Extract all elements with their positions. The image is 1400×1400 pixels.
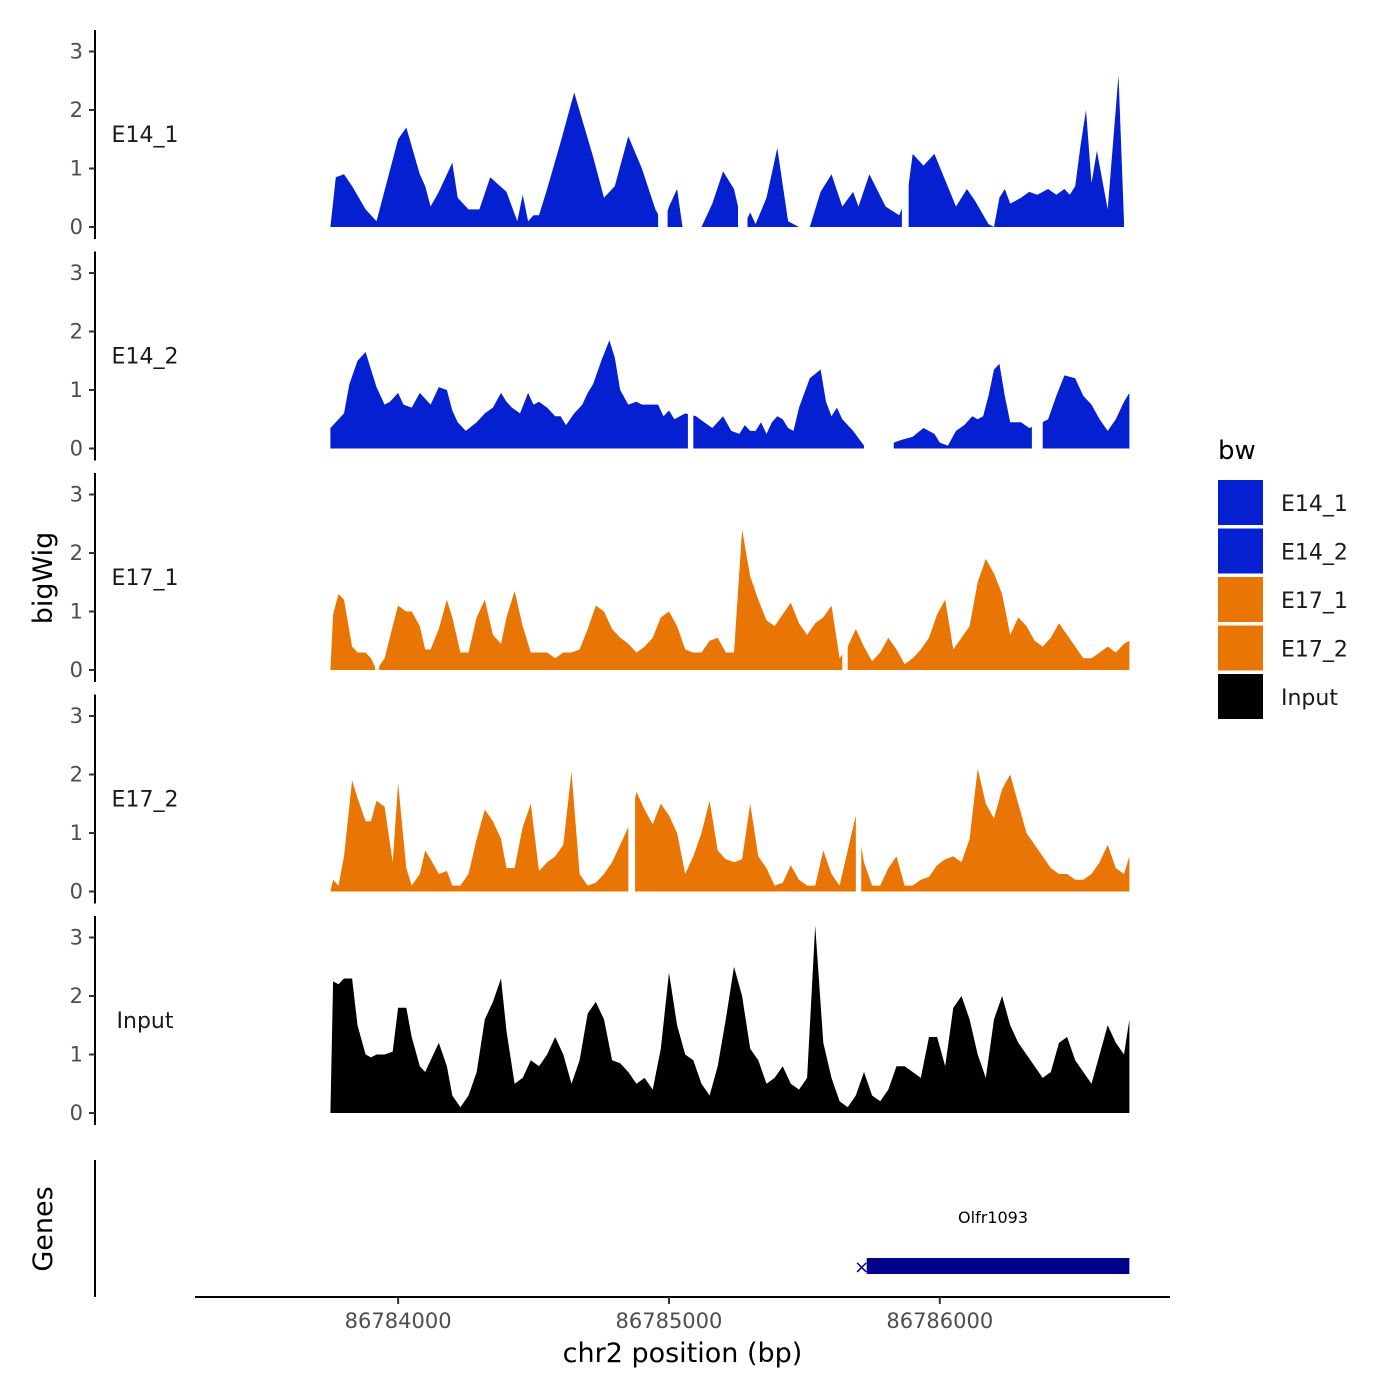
legend: bw E14_1 E14_2 E17_1 E17_2 Input — [1218, 436, 1348, 719]
y-axis-title: bigWig — [28, 532, 59, 625]
coverage-gap — [738, 30, 748, 228]
x-axis-title: chr2 position (bp) — [563, 1338, 803, 1369]
y-tick-label: 2 — [70, 984, 83, 1008]
legend-key-E14_2 — [1218, 528, 1263, 574]
y-tick-label: 3 — [70, 483, 83, 507]
legend-label-E17_2: E17_2 — [1281, 638, 1348, 663]
legend-key-Input — [1218, 674, 1263, 719]
coverage-gap — [628, 694, 636, 893]
genes-panel: Genes × • Olfr1093 — [28, 1160, 1130, 1297]
y-tick-label: 0 — [70, 880, 83, 904]
coverage-gap — [842, 473, 848, 671]
y-tick-label: 1 — [70, 157, 83, 181]
coverage-gap — [687, 251, 694, 450]
coverage-tracks: 0 1 2 3 E14_1 0 1 2 3 E14_2 0 1 2 3 E17_1 0 1 2 3 E17_2 0 1 2 3… — [70, 30, 1130, 1125]
track-label-E17_2: E17_2 — [112, 788, 179, 813]
legend-title: bw — [1218, 436, 1256, 466]
y-tick-label: 1 — [70, 378, 83, 402]
gene-bar — [866, 1258, 1130, 1274]
track-E17_2: 0 1 2 3 E17_2 — [70, 694, 1130, 904]
y-tick-label: 3 — [70, 926, 83, 950]
legend-label-E14_2: E14_2 — [1281, 541, 1348, 566]
genes-panel-label: Genes — [28, 1186, 59, 1271]
y-tick-label: 2 — [70, 763, 83, 787]
legend-label-E17_1: E17_1 — [1281, 589, 1348, 614]
coverage-area-Input — [330, 925, 1130, 1113]
gene-name-label: Olfr1093 — [958, 1208, 1028, 1227]
coverage-area-E17_1 — [330, 529, 1130, 670]
coverage-area-E17_2 — [330, 768, 1130, 892]
x-axis: chr2 position (bp) 86784000 86785000 86786… — [195, 1296, 1170, 1369]
legend-key-E17_1 — [1218, 577, 1263, 622]
y-tick-label: 2 — [70, 541, 83, 565]
y-tick-label: 1 — [70, 600, 83, 624]
coverage-gap — [658, 30, 668, 228]
legend-key-E14_1 — [1218, 480, 1263, 525]
y-tick-label: 1 — [70, 1043, 83, 1067]
y-tick-label: 3 — [70, 704, 83, 728]
coverage-area-E14_2 — [330, 340, 1130, 449]
y-tick-label: 1 — [70, 821, 83, 845]
y-tick-label: 2 — [70, 98, 83, 122]
y-tick-label: 0 — [70, 1101, 83, 1125]
track-label-E14_2: E14_2 — [112, 345, 179, 370]
gene-start-marker-icon: × — [854, 1257, 869, 1278]
x-tick-label: 86785000 — [616, 1309, 723, 1333]
y-tick-label: 0 — [70, 658, 83, 682]
coverage-area-E14_1 — [330, 74, 1124, 228]
x-tick-label: 86786000 — [886, 1309, 993, 1333]
gene-end-marker-icon: • — [1121, 1258, 1130, 1277]
legend-label-Input: Input — [1281, 686, 1338, 711]
track-E14_1: 0 1 2 3 E14_1 — [70, 30, 1124, 239]
legend-label-E14_1: E14_1 — [1281, 492, 1348, 517]
y-tick-label: 3 — [70, 40, 83, 64]
y-tick-label: 2 — [70, 320, 83, 344]
track-E17_1: 0 1 2 3 E17_1 — [70, 473, 1130, 682]
coverage-gap — [855, 694, 862, 893]
track-E14_2: 0 1 2 3 E14_2 — [70, 251, 1130, 461]
coverage-gap — [1031, 251, 1043, 450]
coverage-gap — [863, 251, 894, 450]
coverage-gap — [375, 473, 380, 671]
y-tick-label: 0 — [70, 215, 83, 239]
y-tick-label: 0 — [70, 437, 83, 461]
y-tick-label: 3 — [70, 261, 83, 285]
coverage-gap — [901, 30, 909, 228]
legend-key-E17_2 — [1218, 625, 1263, 671]
track-label-E17_1: E17_1 — [112, 566, 179, 591]
track-label-Input: Input — [117, 1009, 174, 1034]
track-label-E14_1: E14_1 — [112, 123, 179, 148]
track-Input: 0 1 2 3 Input — [70, 916, 1130, 1125]
x-tick-label: 86784000 — [345, 1309, 452, 1333]
